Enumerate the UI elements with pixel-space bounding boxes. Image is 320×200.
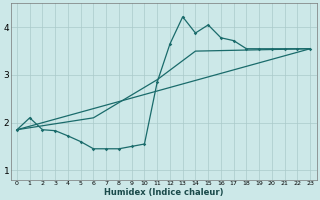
X-axis label: Humidex (Indice chaleur): Humidex (Indice chaleur): [104, 188, 223, 197]
